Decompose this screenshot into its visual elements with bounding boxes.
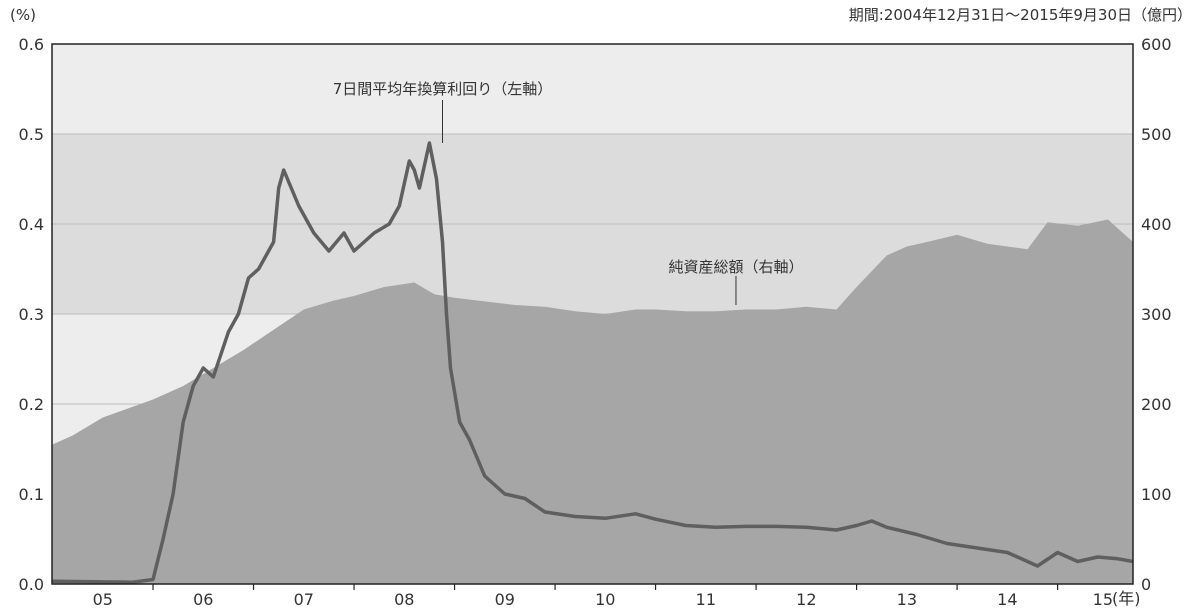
annotation-yield-label: 7日間平均年換算利回り（左軸） xyxy=(333,80,553,98)
x-tick-label: 05 xyxy=(93,590,113,609)
x-axis: 05 06 07 08 09 10 11 12 13 14 15 xyxy=(93,584,1113,609)
right-tick-label: 200 xyxy=(1141,395,1172,414)
x-axis-unit: (年) xyxy=(1112,589,1141,608)
left-tick-label: 0.0 xyxy=(19,575,44,594)
right-tick-label: 500 xyxy=(1141,125,1172,144)
left-axis-unit: (%) xyxy=(10,6,36,24)
right-tick-label: 0 xyxy=(1141,575,1151,594)
left-tick-label: 0.2 xyxy=(19,395,44,414)
annotation-assets-label: 純資産総額（右軸） xyxy=(668,258,803,276)
left-tick-label: 0.6 xyxy=(19,35,44,54)
x-tick-label: 13 xyxy=(897,590,917,609)
x-tick-label: 14 xyxy=(997,590,1017,609)
left-tick-label: 0.3 xyxy=(19,305,44,324)
right-tick-label: 600 xyxy=(1141,35,1172,54)
net-assets-area-path xyxy=(52,219,1133,584)
left-tick-label: 0.5 xyxy=(19,125,44,144)
x-tick-label: 10 xyxy=(595,590,615,609)
right-tick-label: 400 xyxy=(1141,215,1172,234)
left-tick-label: 0.4 xyxy=(19,215,44,234)
period-note: 期間:2004年12月31日～2015年9月30日（億円） xyxy=(849,6,1192,24)
net-assets-area xyxy=(52,219,1133,584)
left-tick-label: 0.1 xyxy=(19,485,44,504)
x-tick-label: 15 xyxy=(1093,590,1113,609)
x-tick-label: 07 xyxy=(294,590,314,609)
yield-line xyxy=(52,141,1134,584)
plot-frame xyxy=(51,43,1134,585)
right-tick-label: 300 xyxy=(1141,305,1172,324)
yield-line-path xyxy=(52,141,1134,584)
left-axis: 0.0 0.1 0.2 0.3 0.4 0.5 0.6 xyxy=(19,35,44,594)
right-axis: 0 100 200 300 400 500 600 xyxy=(1141,35,1172,594)
x-tick-label: 08 xyxy=(394,590,414,609)
annotations: 7日間平均年換算利回り（左軸） 純資産総額（右軸） xyxy=(333,80,803,305)
x-tick-label: 06 xyxy=(193,590,213,609)
x-tick-label: 09 xyxy=(495,590,515,609)
x-tick-label: 11 xyxy=(696,590,716,609)
right-tick-label: 100 xyxy=(1141,485,1172,504)
x-tick-label: 12 xyxy=(796,590,816,609)
frame-border xyxy=(51,43,1134,585)
